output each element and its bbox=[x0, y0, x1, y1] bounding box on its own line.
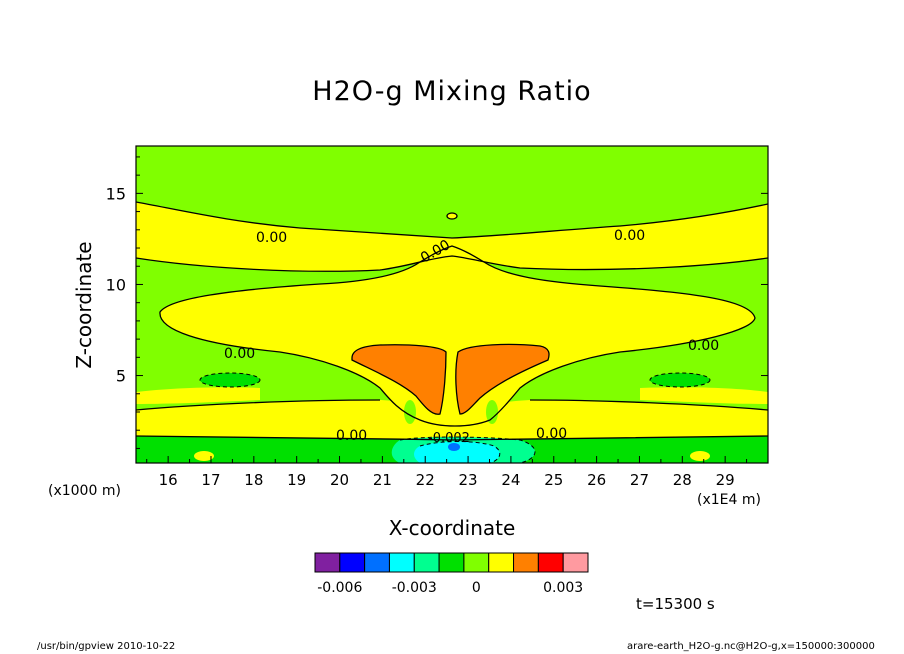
yellow-band-lower bbox=[136, 400, 768, 440]
yellow-spot-top bbox=[447, 213, 457, 219]
x-tick-label: 29 bbox=[716, 471, 735, 489]
x-tick-label: 21 bbox=[373, 471, 392, 489]
contour-label-1: 0.00 bbox=[256, 230, 287, 246]
y-axis-unit: (x1000 m) bbox=[48, 483, 121, 499]
colorbar-swatch bbox=[513, 552, 539, 573]
time-label: t=15300 s bbox=[636, 595, 715, 613]
colorbar-swatch bbox=[388, 552, 415, 573]
x-axis-label: X-coordinate bbox=[388, 516, 516, 540]
x-tick-label: 23 bbox=[459, 471, 478, 489]
x-tick-label: 19 bbox=[287, 471, 306, 489]
colorbar-label: -0.006 bbox=[317, 580, 362, 596]
yellow-spot-2 bbox=[690, 451, 710, 461]
contour-line-7 bbox=[351, 344, 447, 415]
contour-label-7: 0.00 bbox=[536, 426, 567, 442]
colorbar-label: 0.003 bbox=[543, 580, 583, 596]
contour-dashed-1 bbox=[399, 436, 536, 463]
orange-blob-left bbox=[352, 344, 446, 415]
yellow-patch-right bbox=[640, 387, 768, 404]
contour-dashed-4 bbox=[649, 372, 711, 388]
colorbar-swatch bbox=[438, 552, 465, 573]
contour-line-1 bbox=[136, 201, 768, 239]
colorbar-swatch bbox=[413, 552, 440, 573]
yellow-spot-1 bbox=[194, 451, 214, 461]
colorbar-swatch bbox=[314, 552, 341, 573]
x-tick-label: 28 bbox=[673, 471, 692, 489]
footer-right: arare-earth_H2O-g.nc@H2O-g,x=150000:3000… bbox=[627, 641, 875, 652]
green-streak-2 bbox=[486, 400, 498, 424]
green-patch-left bbox=[200, 373, 260, 387]
colorbar-swatch bbox=[537, 552, 564, 573]
y-tick-label: 10 bbox=[106, 275, 126, 294]
yellow-band-upper bbox=[136, 202, 768, 272]
contour-label-6: 0.00 bbox=[336, 428, 367, 444]
green-patch-right bbox=[650, 373, 710, 387]
colorbar-label: 0 bbox=[472, 580, 481, 596]
x-tick-label: 17 bbox=[201, 471, 220, 489]
footer-left: /usr/bin/gpview 2010-10-22 bbox=[37, 641, 176, 652]
contour-lines bbox=[136, 201, 768, 441]
y-axis: 5 10 15 bbox=[106, 156, 768, 449]
x-tick-label: 18 bbox=[244, 471, 263, 489]
orange-blob-right bbox=[455, 344, 550, 414]
contour-lines-dashed bbox=[199, 372, 711, 463]
contour-line-9 bbox=[446, 212, 458, 220]
x-tick-label: 16 bbox=[159, 471, 178, 489]
contour-line-4 bbox=[136, 399, 381, 411]
x-axis: 16 17 18 19 20 21 22 23 24 25 26 27 28 29 bbox=[146, 456, 748, 489]
green-streak-1 bbox=[404, 400, 416, 424]
yellow-patch-left bbox=[136, 387, 260, 404]
x-tick-label: 22 bbox=[416, 471, 435, 489]
colorbar-swatch bbox=[463, 552, 490, 573]
yellow-lens bbox=[159, 246, 755, 426]
plot-frame bbox=[135, 145, 769, 464]
contour-label-8: -0.002 bbox=[428, 431, 470, 446]
colorbar-swatch bbox=[562, 552, 589, 573]
contour-label-4: 0.00 bbox=[224, 346, 255, 362]
contour-dashed-3 bbox=[199, 372, 261, 388]
colorbar: -0.006 -0.003 0 0.003 bbox=[314, 552, 589, 596]
contour-label-5: 0.00 bbox=[688, 338, 719, 354]
cyan-region bbox=[414, 441, 500, 463]
x-tick-label: 20 bbox=[330, 471, 349, 489]
contour-field: 0.00 0.00 0.00 0.00 0.00 0.00 0.00 -0.00… bbox=[136, 146, 768, 463]
x-tick-label: 27 bbox=[630, 471, 649, 489]
contour-line-8 bbox=[455, 343, 550, 415]
x-tick-label: 26 bbox=[587, 471, 606, 489]
colorbar-swatch bbox=[488, 552, 515, 573]
x-tick-label: 24 bbox=[501, 471, 520, 489]
contour-line-2 bbox=[136, 255, 768, 272]
y-tick-label: 5 bbox=[116, 367, 126, 386]
contour-line-6 bbox=[136, 435, 768, 441]
colorbar-label: -0.003 bbox=[392, 580, 437, 596]
chart-title: H2O-g Mixing Ratio bbox=[312, 76, 592, 107]
contour-label-2: 0.00 bbox=[614, 228, 645, 244]
contour-line-3 bbox=[159, 245, 756, 427]
colorbar-swatch bbox=[339, 552, 366, 573]
contour-line-5 bbox=[529, 399, 768, 411]
x-axis-unit: (x1E4 m) bbox=[697, 492, 761, 508]
y-tick-label: 15 bbox=[106, 184, 126, 203]
blue-core bbox=[448, 443, 460, 451]
colorbar-swatch bbox=[364, 552, 390, 573]
x-tick-label: 25 bbox=[544, 471, 563, 489]
